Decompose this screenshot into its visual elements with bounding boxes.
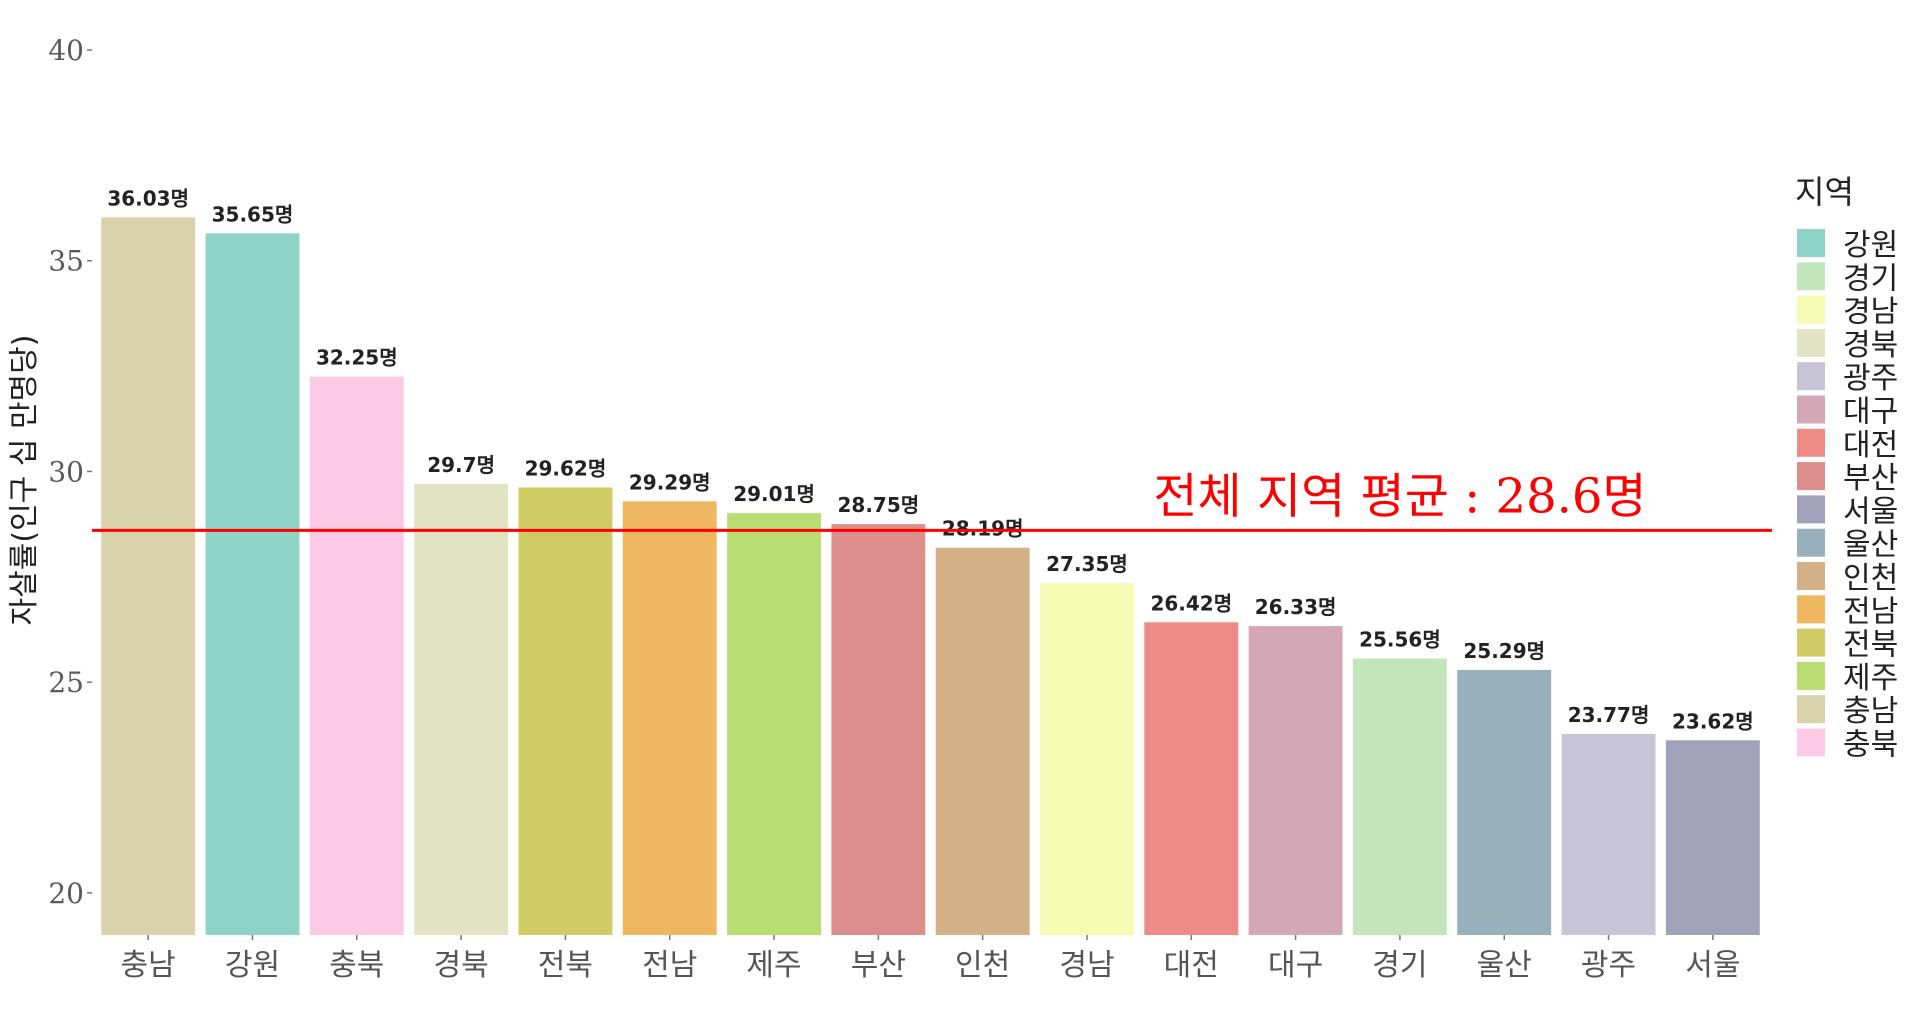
y-tick-label: 30: [48, 455, 84, 488]
bar-value-label: 23.62명: [1672, 709, 1754, 733]
bar: [831, 524, 925, 935]
bar: [414, 484, 508, 935]
bars: [101, 217, 1760, 935]
x-tick-label: 강원: [225, 948, 280, 983]
x-tick-label: 충북: [329, 948, 384, 983]
legend-swatch: [1797, 396, 1825, 424]
y-tick-label: 35: [48, 245, 84, 278]
legend-label: 전남: [1843, 594, 1898, 629]
y-tick-label: 20: [48, 877, 84, 910]
bar: [1457, 670, 1551, 935]
x-tick-label: 울산: [1477, 948, 1532, 983]
bar: [310, 377, 404, 935]
bar-value-label: 29.62명: [525, 456, 607, 480]
legend-label: 울산: [1843, 528, 1898, 563]
x-tick-label: 부산: [851, 948, 906, 983]
legend-label: 경북: [1843, 328, 1898, 363]
legend-label: 전북: [1843, 628, 1898, 663]
bar-value-label: 28.75명: [838, 493, 920, 517]
bar: [1249, 626, 1343, 935]
bar-value-label: 26.42명: [1150, 591, 1232, 615]
legend-label: 서울: [1843, 494, 1898, 529]
bar: [1666, 740, 1760, 935]
bar-value-label: 27.35명: [1046, 552, 1128, 576]
legend-swatch: [1797, 662, 1825, 690]
legend-label: 대전: [1843, 428, 1898, 463]
x-tick-label: 광주: [1581, 948, 1636, 983]
y-tick-label: 25: [48, 666, 84, 699]
y-axis: 20 25 30 35 40: [48, 34, 92, 910]
bar: [936, 548, 1030, 935]
legend-swatch: [1797, 629, 1825, 657]
x-tick-label: 전북: [538, 948, 593, 983]
legend-label: 인천: [1843, 561, 1898, 596]
bar: [206, 233, 300, 935]
bar-value-label: 26.33명: [1255, 595, 1337, 619]
x-tick-label: 서울: [1685, 948, 1740, 983]
legend-swatch: [1797, 595, 1825, 623]
bar: [623, 501, 717, 935]
x-tick-label: 경기: [1372, 948, 1427, 983]
x-axis: 충남 강원 충북 경북 전북 전남 제주 부산 인천 경남 대전 대구 경기 울산 광주 서울: [121, 935, 1741, 983]
legend-swatch: [1797, 462, 1825, 490]
bar-value-label: 36.03명: [107, 186, 189, 210]
legend-swatch: [1797, 262, 1825, 290]
x-tick-label: 제주: [746, 948, 801, 983]
legend-label: 대구: [1843, 395, 1898, 430]
y-axis-title: 자살률(인구 십 만명당): [7, 335, 42, 626]
legend-swatch: [1797, 329, 1825, 357]
legend-swatch: [1797, 229, 1825, 257]
bar-value-label: 25.29명: [1463, 639, 1545, 663]
legend-swatch: [1797, 695, 1825, 723]
x-tick-label: 대전: [1164, 948, 1219, 983]
bar: [1144, 622, 1238, 935]
x-tick-label: 전남: [642, 948, 697, 983]
bar-value-label: 35.65명: [212, 202, 294, 226]
y-tick-label: 40: [48, 34, 84, 67]
legend-title: 지역: [1795, 173, 1854, 211]
bar-value-label: 29.29명: [629, 470, 711, 494]
bar: [518, 487, 612, 935]
legend-label: 충북: [1843, 728, 1898, 763]
bar-value-label: 29.7명: [427, 453, 495, 477]
bar-value-label: 25.56명: [1359, 628, 1441, 652]
bar: [727, 513, 821, 935]
x-tick-label: 경북: [433, 948, 488, 983]
legend-label: 경기: [1843, 261, 1898, 296]
x-tick-label: 경남: [1059, 948, 1114, 983]
legend-swatch: [1797, 562, 1825, 590]
x-tick-label: 인천: [955, 948, 1010, 983]
legend-swatch: [1797, 429, 1825, 457]
bar-value-label: 28.19명: [942, 517, 1024, 541]
bar: [1040, 583, 1134, 935]
legend-label: 충남: [1843, 694, 1898, 729]
legend-label: 제주: [1843, 661, 1898, 696]
bar: [101, 217, 195, 935]
legend-label: 부산: [1843, 461, 1898, 496]
bar-value-label: 32.25명: [316, 346, 398, 370]
legend-swatch: [1797, 296, 1825, 324]
legend-swatch: [1797, 529, 1825, 557]
x-tick-label: 충남: [121, 948, 176, 983]
legend-label: 경남: [1843, 295, 1898, 330]
average-reference-label: 전체 지역 평균 : 28.6명: [1153, 468, 1646, 524]
legend-label: 강원: [1843, 228, 1898, 263]
legend-swatch: [1797, 362, 1825, 390]
bar: [1353, 659, 1447, 935]
bar-value-label: 29.01명: [733, 482, 815, 506]
legend-label: 광주: [1843, 361, 1898, 396]
x-tick-label: 대구: [1268, 948, 1323, 983]
bar-value-label: 23.77명: [1568, 703, 1650, 727]
legend-swatch: [1797, 729, 1825, 757]
legend-swatch: [1797, 495, 1825, 523]
bar: [1562, 734, 1656, 935]
